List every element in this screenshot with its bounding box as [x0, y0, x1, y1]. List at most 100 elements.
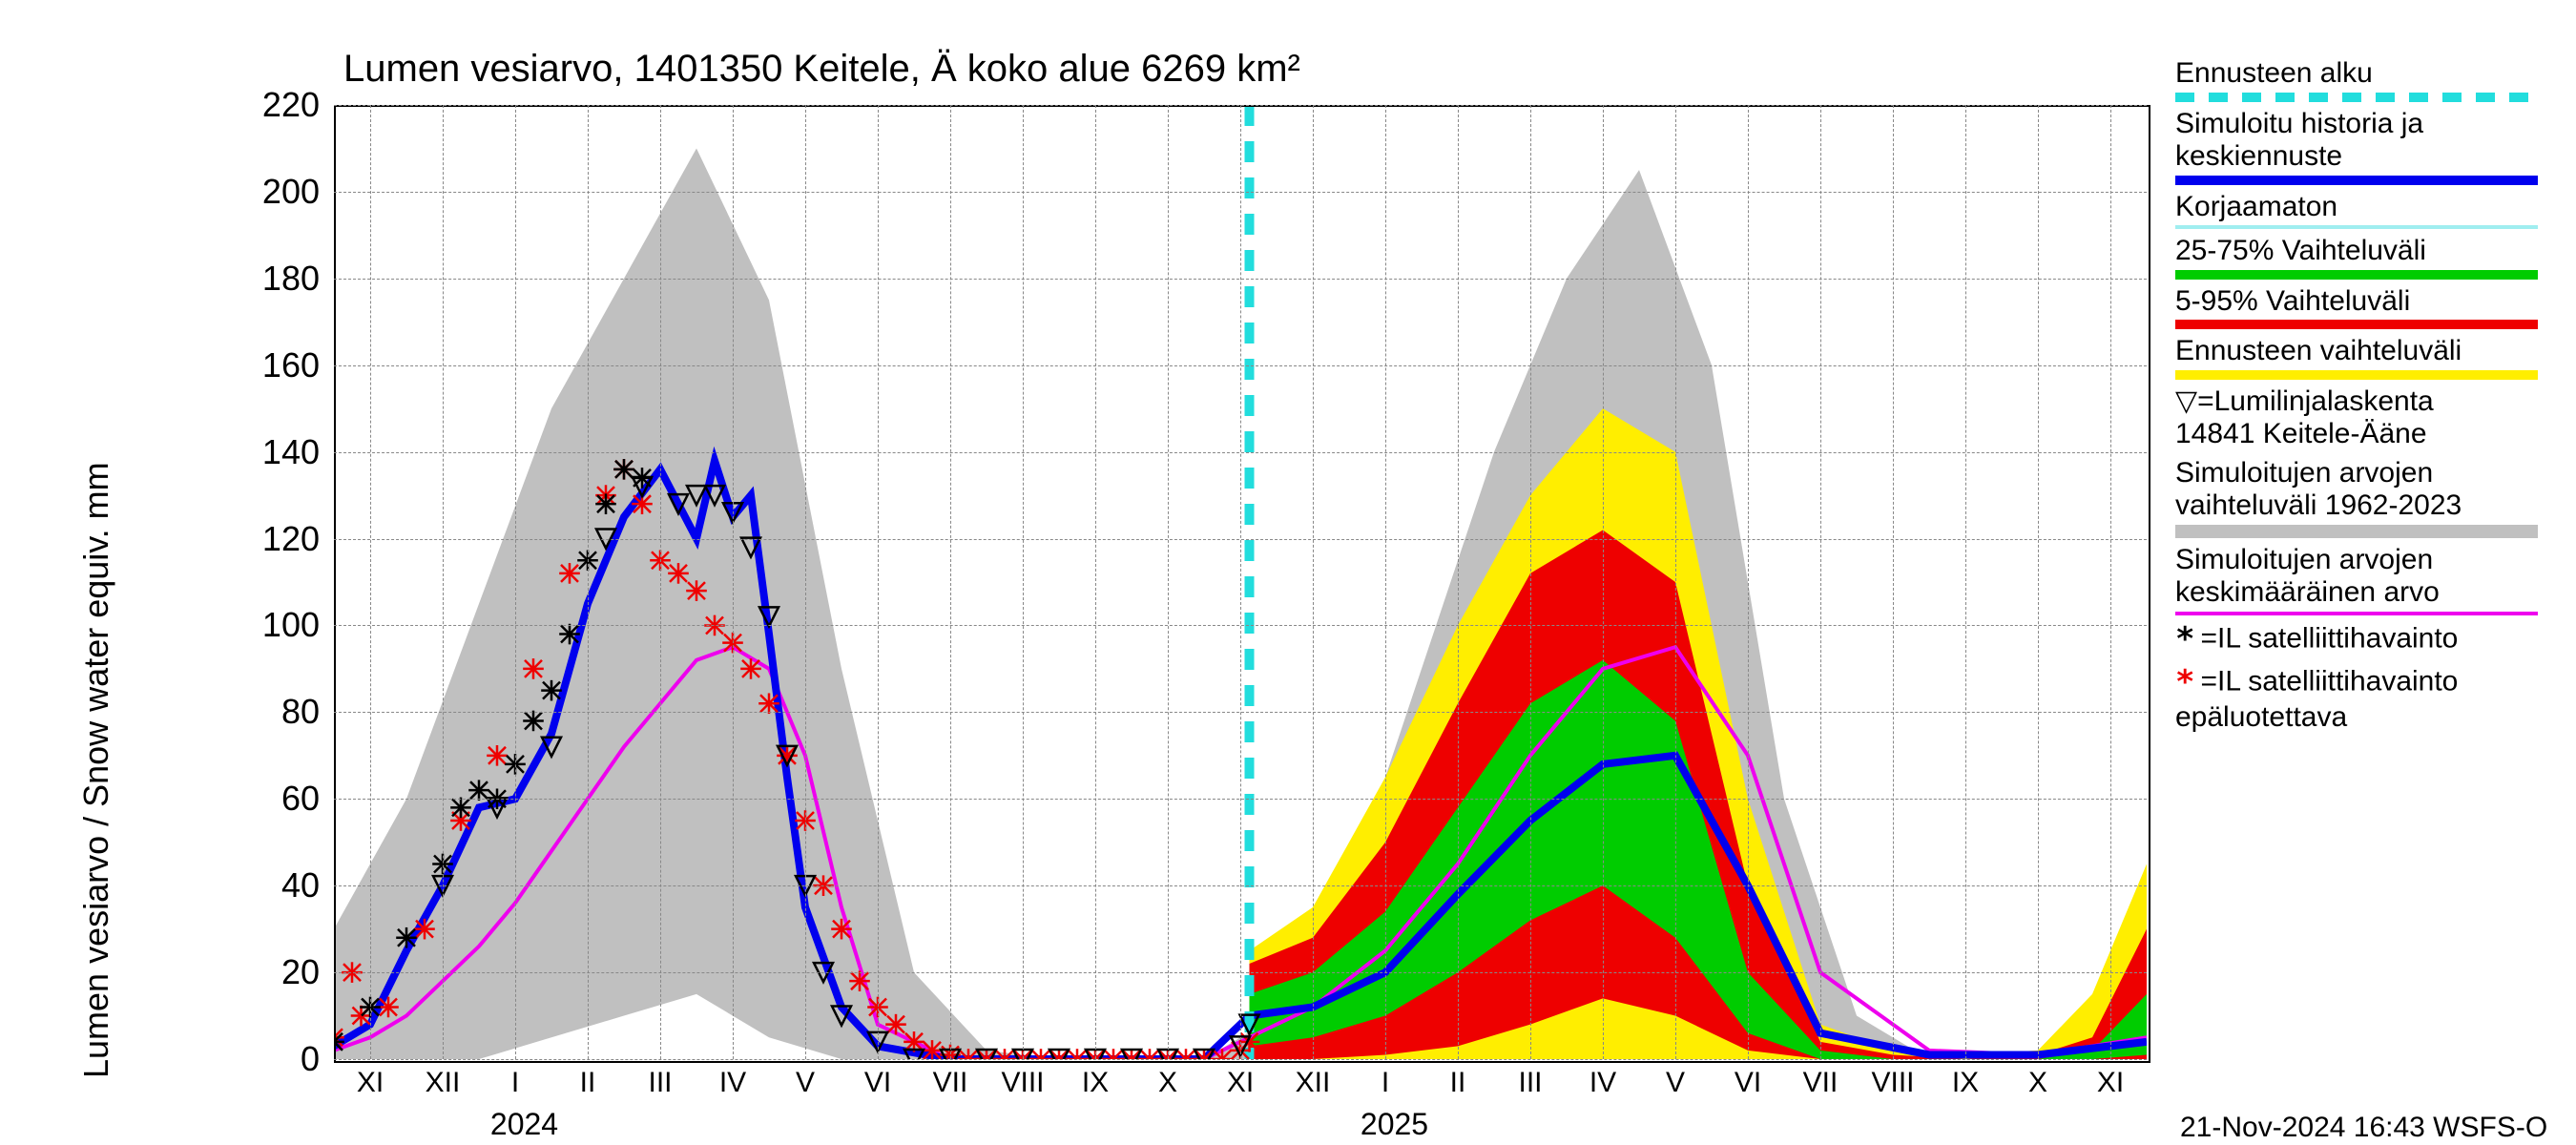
legend-swatch — [2175, 225, 2538, 229]
legend-swatch — [2175, 612, 2538, 615]
plot-area — [334, 105, 2147, 1059]
legend-text: vaihteluväli 1962-2023 — [2175, 489, 2462, 523]
ytick-label: 220 — [253, 85, 320, 125]
xtick-label: III — [648, 1067, 672, 1099]
legend-entry: Simuloitu historia jakeskiennuste — [2175, 108, 2538, 185]
legend-text: epäluotettava — [2175, 701, 2347, 735]
ytick-label: 40 — [253, 865, 320, 906]
xtick-label: I — [1381, 1067, 1389, 1099]
ytick-label: 100 — [253, 605, 320, 645]
xtick-label: IX — [1952, 1067, 1979, 1099]
legend-text: *=IL satelliittihavainto — [2175, 664, 2458, 701]
gridline-v — [805, 105, 806, 1059]
legend-entry: 5-95% Vaihteluväli — [2175, 285, 2538, 330]
xtick-label: XII — [426, 1067, 461, 1099]
legend-text: keskiennuste — [2175, 140, 2342, 174]
xtick-label: XII — [1296, 1067, 1331, 1099]
xtick-label: VII — [933, 1067, 968, 1099]
gridline-v — [515, 105, 516, 1059]
legend-swatch — [2175, 320, 2538, 329]
xtick-label: VIII — [1001, 1067, 1044, 1099]
y-axis-label: Lumen vesiarvo / Snow water equiv. mm — [76, 462, 116, 1078]
xtick-label: VI — [864, 1067, 891, 1099]
xtick-label: II — [1450, 1067, 1466, 1099]
gridline-v — [1385, 105, 1386, 1059]
gridline-v — [443, 105, 444, 1059]
xtick-label: III — [1518, 1067, 1542, 1099]
xtick-label: X — [1158, 1067, 1177, 1099]
legend-entry: Ennusteen alku — [2175, 57, 2538, 102]
legend: Ennusteen alkuSimuloitu historia jakeski… — [2175, 57, 2538, 739]
xtick-label: IX — [1082, 1067, 1109, 1099]
ytick-label: 120 — [253, 519, 320, 559]
xtick-year: 2024 — [490, 1107, 558, 1142]
legend-entry: *=IL satelliittihavaintoepäluotettava — [2175, 664, 2538, 735]
legend-text: Ennusteen vaihteluväli — [2175, 335, 2462, 368]
chart-container: { "title": "Lumen vesiarvo, 1401350 Keit… — [0, 0, 2576, 1145]
legend-text: Korjaamaton — [2175, 191, 2337, 224]
xtick-label: I — [511, 1067, 519, 1099]
gridline-v — [1095, 105, 1096, 1059]
xtick-year: 2025 — [1361, 1107, 1428, 1142]
xtick-label: II — [580, 1067, 596, 1099]
gridline-v — [1820, 105, 1821, 1059]
xtick-label: VII — [1803, 1067, 1839, 1099]
gridline-v — [1603, 105, 1604, 1059]
gridline-v — [660, 105, 661, 1059]
xtick-label: IV — [719, 1067, 746, 1099]
gridline-v — [1530, 105, 1531, 1059]
gridline-v — [2110, 105, 2111, 1059]
legend-entry: Ennusteen vaihteluväli — [2175, 335, 2538, 380]
legend-text: 14841 Keitele-Ääne — [2175, 418, 2427, 451]
xtick-label: V — [1666, 1067, 1685, 1099]
xtick-label: XI — [357, 1067, 384, 1099]
legend-swatch — [2175, 525, 2538, 538]
legend-swatch — [2175, 176, 2538, 185]
xtick-label: V — [796, 1067, 815, 1099]
ytick-label: 140 — [253, 432, 320, 472]
legend-entry: ▽=Lumilinjalaskenta14841 Keitele-Ääne — [2175, 385, 2538, 451]
footer-text: 21-Nov-2024 16:43 WSFS-O — [2180, 1112, 2547, 1144]
ytick-label: 0 — [253, 1039, 320, 1079]
xtick-label: XI — [2097, 1067, 2124, 1099]
gridline-v — [1893, 105, 1894, 1059]
gridline-v — [950, 105, 951, 1059]
ytick-label: 80 — [253, 692, 320, 732]
legend-text: ▽=Lumilinjalaskenta — [2175, 385, 2434, 419]
gridline-v — [878, 105, 879, 1059]
xtick-label: IV — [1589, 1067, 1616, 1099]
gridline-v — [2038, 105, 2039, 1059]
ytick-label: 160 — [253, 345, 320, 385]
legend-entry: Simuloitujen arvojenkeskimääräinen arvo — [2175, 544, 2538, 615]
gridline-v — [1748, 105, 1749, 1059]
legend-text: Ennusteen alku — [2175, 57, 2373, 91]
ytick-label: 180 — [253, 259, 320, 299]
legend-text: *=IL satelliittihavainto — [2175, 621, 2458, 658]
legend-text: keskimääräinen arvo — [2175, 576, 2440, 610]
ytick-label: 60 — [253, 779, 320, 819]
xtick-label: X — [2028, 1067, 2047, 1099]
gridline-h — [334, 1059, 2147, 1060]
xtick-label: VIII — [1871, 1067, 1914, 1099]
gridline-v — [733, 105, 734, 1059]
legend-text: Simuloitujen arvojen — [2175, 457, 2433, 490]
legend-swatch — [2175, 270, 2538, 280]
ytick-label: 200 — [253, 172, 320, 212]
legend-text: 25-75% Vaihteluväli — [2175, 235, 2426, 268]
gridline-v — [1240, 105, 1241, 1059]
gridline-v — [1023, 105, 1024, 1059]
legend-entry: Simuloitujen arvojenvaihteluväli 1962-20… — [2175, 457, 2538, 538]
ytick-label: 20 — [253, 952, 320, 992]
gridline-v — [370, 105, 371, 1059]
gridline-v — [588, 105, 589, 1059]
legend-swatch — [2175, 93, 2538, 102]
legend-text: Simuloitu historia ja — [2175, 108, 2423, 141]
axis-border — [334, 105, 2150, 1063]
legend-text: Simuloitujen arvojen — [2175, 544, 2433, 577]
legend-text: 5-95% Vaihteluväli — [2175, 285, 2410, 319]
xtick-label: XI — [1227, 1067, 1254, 1099]
chart-title: Lumen vesiarvo, 1401350 Keitele, Ä koko … — [343, 48, 1300, 91]
legend-entry: Korjaamaton — [2175, 191, 2538, 230]
gridline-v — [1168, 105, 1169, 1059]
gridline-v — [1675, 105, 1676, 1059]
